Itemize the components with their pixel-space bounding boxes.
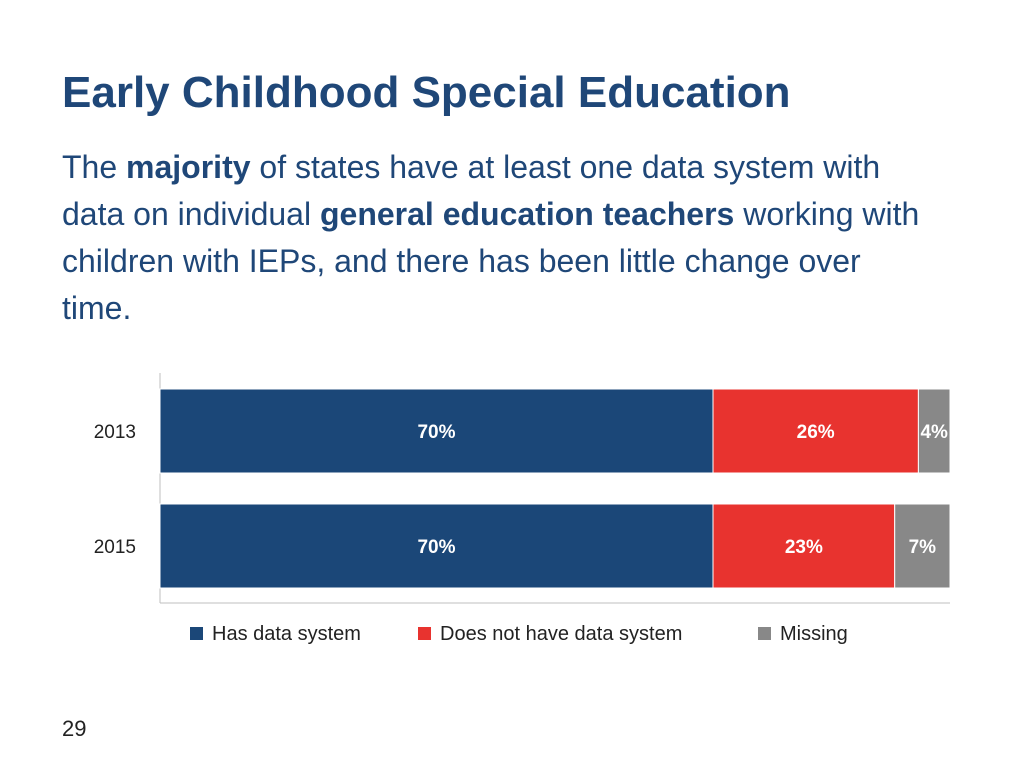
- data-label: 70%: [417, 537, 455, 558]
- stacked-bar-chart: 2013 70% 26% 4% 2015 70% 23% 7% Has data system D…: [94, 373, 951, 645]
- bar-segment: [159, 503, 714, 589]
- subtitle-text: working with children with IEPs, and the…: [62, 196, 920, 326]
- legend-label: Has data system: [212, 623, 361, 645]
- bar-segment: [894, 503, 951, 589]
- bar-segment: [917, 388, 951, 474]
- legend-label: Does not have data system: [440, 623, 682, 645]
- slide-subtitle: The majority of states have at least one…: [62, 144, 922, 332]
- bar-segment: [712, 388, 919, 474]
- data-label: 26%: [797, 422, 835, 443]
- legend-swatch: [190, 627, 203, 640]
- legend-swatch: [758, 627, 771, 640]
- data-label: 70%: [417, 422, 455, 443]
- bar-segment: [159, 388, 714, 474]
- legend-label: Missing: [780, 623, 848, 645]
- category-label: 2015: [94, 537, 136, 558]
- legend-swatch: [418, 627, 431, 640]
- subtitle-emphasis: majority: [126, 149, 251, 185]
- page-number: 29: [62, 716, 87, 741]
- data-label: 7%: [909, 537, 937, 558]
- data-label: 23%: [785, 537, 823, 558]
- slide-title: Early Childhood Special Education: [62, 68, 791, 117]
- subtitle-text: of states have at least one data system …: [62, 149, 881, 232]
- subtitle-emphasis: general education teachers: [319, 196, 735, 232]
- subtitle-text: The: [62, 149, 127, 185]
- data-label: 4%: [920, 422, 948, 443]
- category-label: 2013: [94, 422, 136, 443]
